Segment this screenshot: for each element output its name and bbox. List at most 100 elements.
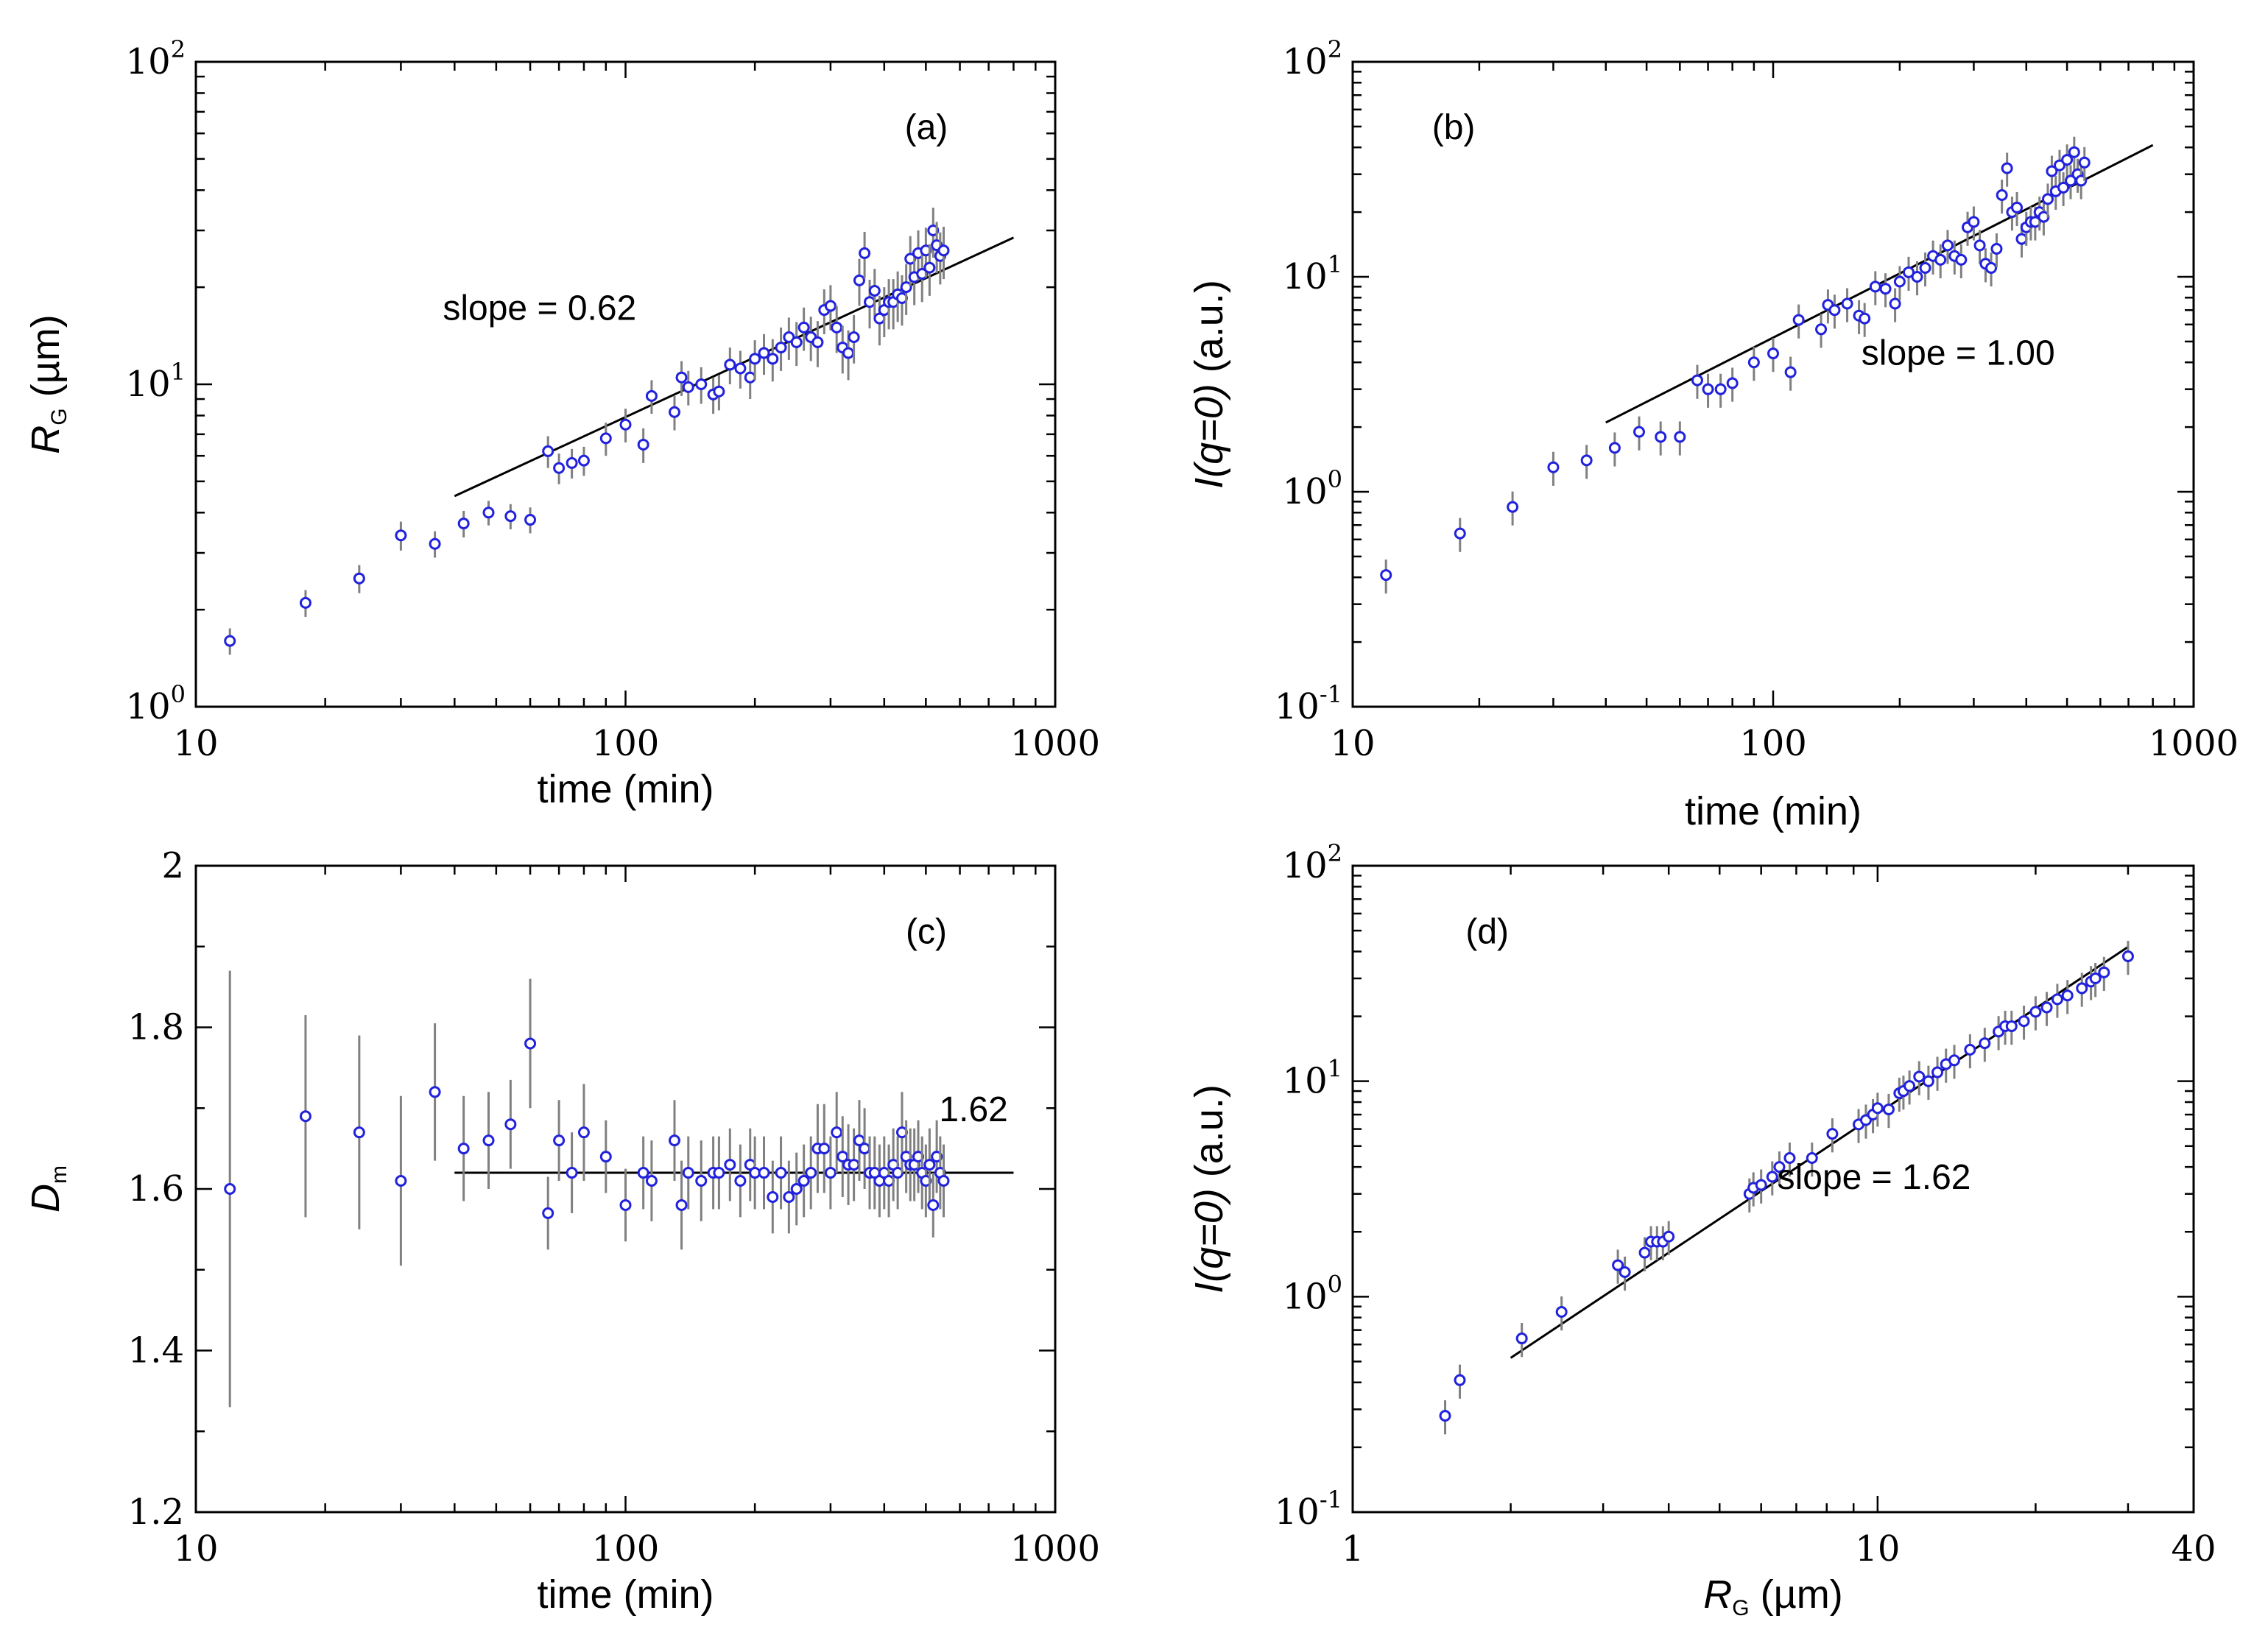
x-tick-label: 1000 bbox=[2149, 723, 2239, 764]
data-point bbox=[1941, 239, 1954, 252]
data-point bbox=[883, 1175, 895, 1187]
data-point bbox=[299, 596, 311, 609]
slope-annotation: 1.62 bbox=[939, 1090, 1007, 1129]
x-tick-label: 100 bbox=[592, 1528, 660, 1570]
data-point bbox=[790, 1183, 803, 1195]
data-point bbox=[1879, 283, 1892, 295]
data-point bbox=[734, 1175, 747, 1187]
data-point bbox=[1882, 1103, 1895, 1115]
y-axis-label: RG (µm) bbox=[24, 314, 71, 453]
plot-frame bbox=[194, 60, 1057, 708]
data-point bbox=[1515, 1332, 1528, 1345]
data-point bbox=[2051, 993, 2063, 1006]
data-point bbox=[553, 462, 566, 474]
x-tick-label: 10 bbox=[1855, 1528, 1900, 1570]
data-point bbox=[668, 1134, 680, 1147]
data-point bbox=[2015, 233, 2028, 245]
data-point bbox=[2076, 982, 2088, 995]
data-point bbox=[2029, 1006, 2042, 1018]
data-point bbox=[1663, 1230, 1675, 1243]
data-point bbox=[1580, 454, 1593, 467]
data-point bbox=[1555, 1305, 1568, 1318]
data-point bbox=[1869, 280, 1881, 293]
data-point bbox=[224, 635, 236, 647]
data-point bbox=[1922, 1075, 1934, 1087]
data-point bbox=[1968, 216, 1980, 228]
data-point bbox=[868, 284, 881, 297]
data-point bbox=[482, 1134, 495, 1147]
data-point bbox=[1985, 261, 1998, 274]
y-tick-label: 10-1 bbox=[1275, 680, 1342, 727]
data-point bbox=[2005, 1020, 2018, 1032]
data-point bbox=[1934, 253, 1947, 266]
plot-frame bbox=[1351, 864, 2195, 1514]
data-point bbox=[524, 1037, 537, 1050]
data-point bbox=[566, 456, 578, 469]
data-point bbox=[645, 389, 658, 402]
data-point bbox=[353, 572, 365, 585]
data-point bbox=[864, 296, 876, 308]
data-point bbox=[553, 1134, 566, 1147]
data-point bbox=[1638, 1246, 1651, 1259]
data-point bbox=[599, 1151, 612, 1163]
y-tick-label: 101 bbox=[1283, 250, 1342, 297]
data-point bbox=[1714, 383, 1727, 395]
data-point bbox=[824, 1167, 837, 1179]
data-point bbox=[797, 1175, 810, 1187]
data-point bbox=[2011, 201, 2024, 213]
data-point bbox=[805, 1167, 817, 1179]
data-point bbox=[1919, 261, 1931, 274]
data-point bbox=[1726, 377, 1739, 389]
data-point bbox=[1619, 1266, 1631, 1278]
data-point bbox=[758, 347, 770, 359]
data-point bbox=[1996, 188, 2008, 201]
data-point bbox=[783, 1190, 795, 1203]
data-point bbox=[831, 1126, 843, 1139]
data-point bbox=[2089, 973, 2102, 985]
data-point bbox=[713, 1167, 725, 1179]
data-point bbox=[504, 510, 517, 523]
data-point bbox=[1964, 1043, 1976, 1056]
data-point bbox=[1948, 1054, 1960, 1067]
data-point bbox=[1755, 1179, 1767, 1191]
data-point bbox=[1979, 1037, 1991, 1050]
data-point bbox=[2041, 193, 2054, 205]
data-point bbox=[353, 1126, 365, 1139]
y-tick-label: 100 bbox=[1283, 1270, 1342, 1317]
data-point bbox=[1454, 1374, 1466, 1386]
x-tick-label: 1 bbox=[1342, 1528, 1364, 1570]
panel-label: (c) bbox=[906, 912, 947, 951]
data-point bbox=[1691, 374, 1703, 386]
data-point bbox=[2078, 156, 2091, 169]
data-point bbox=[848, 331, 860, 343]
data-point bbox=[2068, 146, 2080, 158]
data-point bbox=[1903, 1080, 1916, 1092]
data-point bbox=[797, 321, 810, 333]
data-point bbox=[1871, 1102, 1884, 1115]
data-point bbox=[224, 1183, 236, 1195]
data-point bbox=[457, 1143, 470, 1155]
data-point bbox=[1633, 426, 1645, 438]
data-point bbox=[637, 438, 649, 451]
data-point bbox=[1612, 1259, 1624, 1271]
data-point bbox=[900, 281, 912, 294]
data-point bbox=[577, 454, 590, 467]
y-tick-label: 2 bbox=[161, 845, 184, 886]
data-point bbox=[619, 418, 632, 431]
panel-label: (a) bbox=[905, 108, 948, 147]
data-point bbox=[1955, 253, 1968, 266]
y-tick-label: 102 bbox=[126, 35, 186, 82]
y-tick-label: 1.8 bbox=[128, 1007, 184, 1048]
data-point bbox=[767, 353, 779, 365]
data-point bbox=[1380, 569, 1392, 582]
data-point bbox=[645, 1175, 658, 1187]
data-point bbox=[853, 274, 865, 286]
data-point bbox=[1913, 1070, 1926, 1083]
data-point bbox=[542, 1207, 554, 1219]
y-tick-label: 1.6 bbox=[128, 1168, 184, 1210]
data-point bbox=[2098, 966, 2110, 978]
x-tick-label: 10 bbox=[1330, 723, 1375, 764]
data-point bbox=[599, 432, 612, 445]
data-point bbox=[524, 514, 537, 526]
data-point bbox=[2018, 1015, 2030, 1028]
